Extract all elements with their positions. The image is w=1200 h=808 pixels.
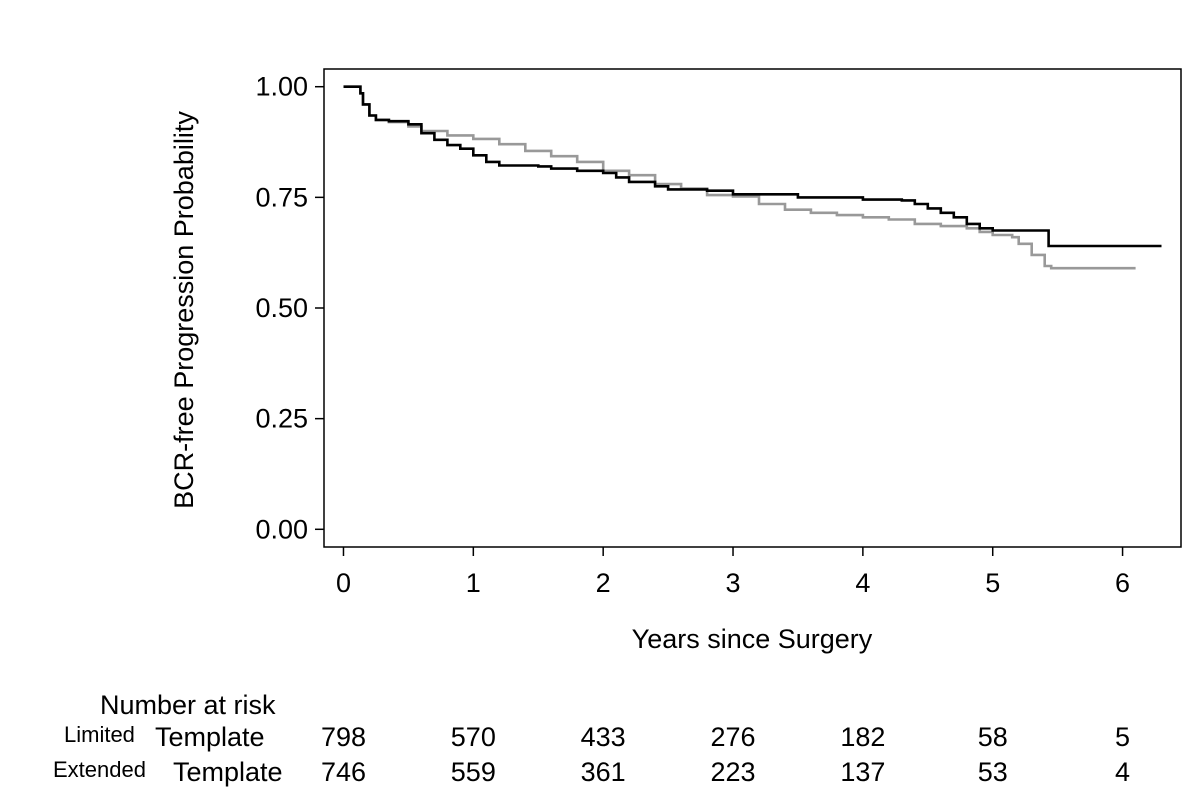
- risk-group-label-limited: Limited: [64, 722, 135, 747]
- risk-count-limited-1: 570: [450, 722, 496, 752]
- risk-count-extended-3: 223: [710, 757, 756, 787]
- risk-table-title: Number at risk: [100, 690, 276, 720]
- risk-count-limited-2: 433: [580, 722, 626, 752]
- risk-count-limited-5: 58: [977, 722, 1008, 752]
- risk-count-extended-6: 4: [1115, 757, 1131, 787]
- x-tick-label: 3: [726, 568, 741, 598]
- risk-count-extended-1: 559: [450, 757, 496, 787]
- y-tick-label: 0.00: [255, 514, 308, 544]
- y-axis-label: BCR-free Progression Probability: [169, 111, 199, 509]
- risk-group-label-extended: Extended: [53, 757, 146, 782]
- risk-count-extended-0: 746: [320, 757, 366, 787]
- x-tick-label: 0: [336, 568, 351, 598]
- y-tick-label: 0.75: [255, 182, 308, 212]
- x-tick-label: 1: [466, 568, 481, 598]
- risk-template-label-limited: Template: [155, 722, 265, 752]
- y-tick-label: 0.50: [255, 293, 308, 323]
- x-tick-label: 4: [855, 568, 870, 598]
- x-tick-label: 5: [985, 568, 1000, 598]
- y-tick-label: 1.00: [255, 72, 308, 102]
- risk-count-limited-4: 182: [840, 722, 886, 752]
- risk-count-extended-4: 137: [840, 757, 886, 787]
- plot-frame: [323, 68, 1182, 548]
- y-tick-label: 0.25: [255, 404, 308, 434]
- risk-count-extended-2: 361: [580, 757, 626, 787]
- risk-count-limited-3: 276: [710, 722, 756, 752]
- risk-count-extended-5: 53: [977, 757, 1008, 787]
- risk-count-limited-6: 5: [1115, 722, 1131, 752]
- risk-template-label-extended: Template: [173, 757, 283, 787]
- series-line-extended-template: [343, 85, 1136, 270]
- x-tick-label: 6: [1115, 568, 1130, 598]
- x-tick-label: 2: [596, 568, 611, 598]
- risk-count-limited-0: 798: [320, 722, 366, 752]
- series-line-limited-template: [343, 85, 1162, 248]
- x-axis-label: Years since Surgery: [632, 624, 873, 654]
